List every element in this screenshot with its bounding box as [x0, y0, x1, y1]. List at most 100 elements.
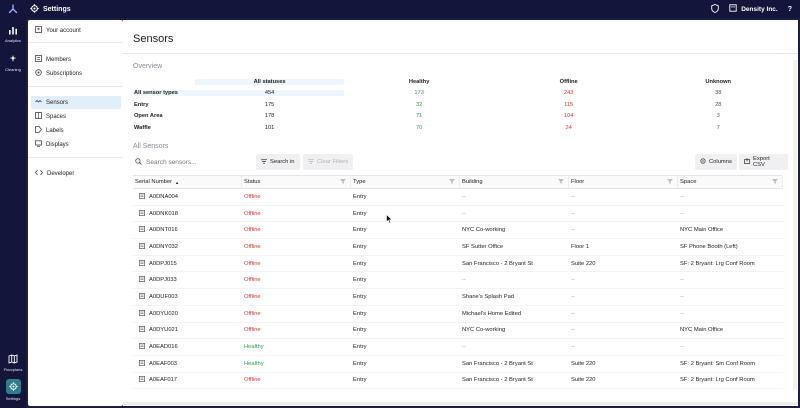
search-input[interactable]: Search sensors...: [133, 154, 253, 170]
table-row[interactable]: A0DNK018 Offline Entry -- -- --: [133, 206, 783, 223]
overview-cell-offline[interactable]: 104: [563, 113, 574, 120]
search-placeholder: Search sensors...: [146, 158, 197, 166]
overview-cell-healthy[interactable]: 70: [415, 124, 423, 131]
cell-serial[interactable]: A0DYU021: [133, 326, 242, 334]
overview-cell-unknown[interactable]: 7: [716, 124, 720, 131]
column-header-type[interactable]: Type: [351, 175, 460, 189]
cell-serial[interactable]: A0DPJ033: [133, 276, 242, 284]
export-csv-button[interactable]: Export CSV: [739, 154, 788, 170]
column-header-floor[interactable]: Floor: [569, 175, 678, 189]
nav-item-members[interactable]: Members: [31, 53, 121, 66]
cell-building: --: [462, 344, 466, 351]
overview-cell-all[interactable]: 175: [264, 101, 275, 108]
nav-item-subscriptions[interactable]: Subscriptions: [31, 67, 121, 80]
column-header-serial[interactable]: Serial Number ▲: [133, 175, 242, 189]
cell-building: San Francisco - 2 Bryant St: [462, 260, 533, 267]
table-row[interactable]: A0DNY032 Offline Entry SF Sutter Office Floo…: [133, 239, 783, 256]
rail-label: Floorplans: [3, 367, 23, 372]
nav-item-labels[interactable]: Labels: [31, 124, 121, 137]
density-logo-icon[interactable]: [0, 0, 26, 18]
nav-item-sensors[interactable]: Sensors: [31, 96, 121, 109]
column-header-status[interactable]: Status: [242, 175, 351, 189]
overview-cell-healthy[interactable]: 32: [415, 101, 423, 108]
nav-item-spaces[interactable]: Spaces: [31, 110, 121, 123]
cell-serial[interactable]: A0EAD016: [133, 343, 242, 351]
cell-space: SF: 2 Bryant: Sm Conf Room: [680, 360, 756, 367]
cell-space: SF Phone Booth (Left): [680, 243, 738, 250]
table-row[interactable]: A0EAF003 Healthy Entry San Francisco - 2 Br…: [133, 356, 783, 373]
table-row[interactable]: A0DPJ015 Offline Entry San Francisco - 2 Br…: [133, 256, 783, 273]
cell-serial[interactable]: A0DNK018: [133, 209, 242, 218]
serial-number: A0DPJ033: [149, 277, 177, 284]
table-row[interactable]: A0EAF017 Offline Entry San Francisco - 2 Br…: [133, 373, 783, 390]
filter-icon[interactable]: [449, 179, 455, 186]
settings-title-icon: [30, 3, 39, 15]
cell-space: SF: 2 Bryant: Lrg Conf Room: [680, 377, 755, 384]
filter-icon[interactable]: [772, 179, 778, 186]
rail-item-settings[interactable]: Settings: [0, 379, 26, 401]
cell-building: --: [462, 277, 466, 284]
overview-cell-unknown[interactable]: 38: [715, 90, 722, 97]
table-row[interactable]: A0DYU021 Offline Entry NYC Co-working -- NYC …: [133, 323, 783, 340]
overview-cell-unknown[interactable]: 28: [715, 101, 722, 108]
cell-floor: --: [571, 344, 575, 351]
rail-item-analytics[interactable]: Analytics: [0, 26, 26, 43]
filter-icon[interactable]: [340, 179, 346, 186]
nav-item-displays[interactable]: Displays: [31, 138, 121, 151]
rail-item-cleaning[interactable]: Cleaning: [0, 54, 26, 72]
overview-cell-offline[interactable]: 115: [564, 101, 574, 108]
clear-filters-button[interactable]: Clear Filters: [303, 154, 354, 170]
table-row[interactable]: A0DNA004 Offline Entry -- -- --: [133, 189, 783, 206]
rail-item-floorplans[interactable]: Floorplans: [0, 354, 26, 372]
sensor-icon: [139, 359, 145, 368]
sensors-table: Serial Number ▲ Status Type Building Flo…: [133, 175, 783, 390]
shield-icon[interactable]: [711, 3, 719, 15]
overview-cell-all[interactable]: 454: [194, 90, 345, 97]
cell-serial[interactable]: A0DUF003: [133, 293, 242, 301]
nav-item-your-account[interactable]: Your account: [31, 24, 121, 37]
table-row[interactable]: A0DPJ033 Offline Entry -- -- --: [133, 272, 783, 290]
overview-cell-all[interactable]: 178: [264, 113, 275, 120]
cell-serial[interactable]: A0DYU020: [133, 309, 242, 318]
overview-cell-healthy[interactable]: 173: [414, 90, 424, 97]
search-in-button[interactable]: Search in: [256, 154, 300, 170]
horizontal-scrollbar[interactable]: [123, 402, 798, 405]
cell-serial[interactable]: A0EAF017: [133, 376, 242, 384]
cell-building: --: [462, 193, 466, 200]
table-row[interactable]: A0EAD016 Healthy Entry -- -- --: [133, 339, 783, 356]
cell-serial[interactable]: A0DNA004: [133, 192, 242, 201]
search-in-label: Search in: [270, 159, 295, 165]
org-switcher[interactable]: Density Inc.: [729, 4, 778, 14]
column-header-building[interactable]: Building: [460, 175, 569, 189]
overview-cell-healthy[interactable]: 71: [415, 113, 423, 120]
overview-cell-unknown[interactable]: 3: [716, 113, 720, 120]
table-row[interactable]: A0DNT016 Offline Entry NYC Co-working -- NYC …: [133, 222, 783, 240]
overview-table: All statuses Healthy Offline Unknown All…: [133, 76, 793, 134]
table-row[interactable]: A0DUF003 Offline Entry Shane's Splash Pad --…: [133, 289, 783, 306]
vertical-scrollbar[interactable]: [793, 60, 797, 390]
overview-header-healthy: Healthy: [408, 78, 430, 85]
rail-label: Settings: [5, 396, 21, 401]
table-row[interactable]: A0DYU020 Offline Entry Michael's Home Edite…: [133, 306, 783, 323]
cell-serial[interactable]: A0DPJ015: [133, 259, 242, 268]
column-header-label: Status: [244, 179, 261, 185]
nav-item-developer[interactable]: Developer: [31, 167, 121, 180]
cell-type: Entry: [353, 210, 367, 217]
cell-type: Entry: [353, 344, 367, 351]
sensor-icon: [139, 226, 145, 234]
cell-serial[interactable]: A0DNY032: [133, 242, 242, 251]
columns-button[interactable]: Columns: [695, 154, 737, 170]
overview-cell-offline[interactable]: 243: [563, 90, 574, 97]
help-button[interactable]: ?: [787, 5, 792, 13]
column-header-space[interactable]: Space: [678, 175, 783, 189]
filter-icon[interactable]: [667, 179, 673, 186]
cell-serial[interactable]: A0DNT016: [133, 226, 242, 234]
overview-cell-all[interactable]: 101: [264, 124, 275, 131]
filter-icon[interactable]: [558, 179, 564, 186]
sort-ascending-icon[interactable]: ▲: [175, 179, 180, 185]
cell-floor: Floor 1: [571, 243, 590, 250]
cell-serial[interactable]: A0EAF003: [133, 359, 242, 368]
analytics-icon: [8, 26, 18, 36]
overview-cell-offline[interactable]: 24: [565, 124, 572, 131]
cell-space: SF: 2 Bryant: Lrg Conf Room: [680, 260, 755, 267]
